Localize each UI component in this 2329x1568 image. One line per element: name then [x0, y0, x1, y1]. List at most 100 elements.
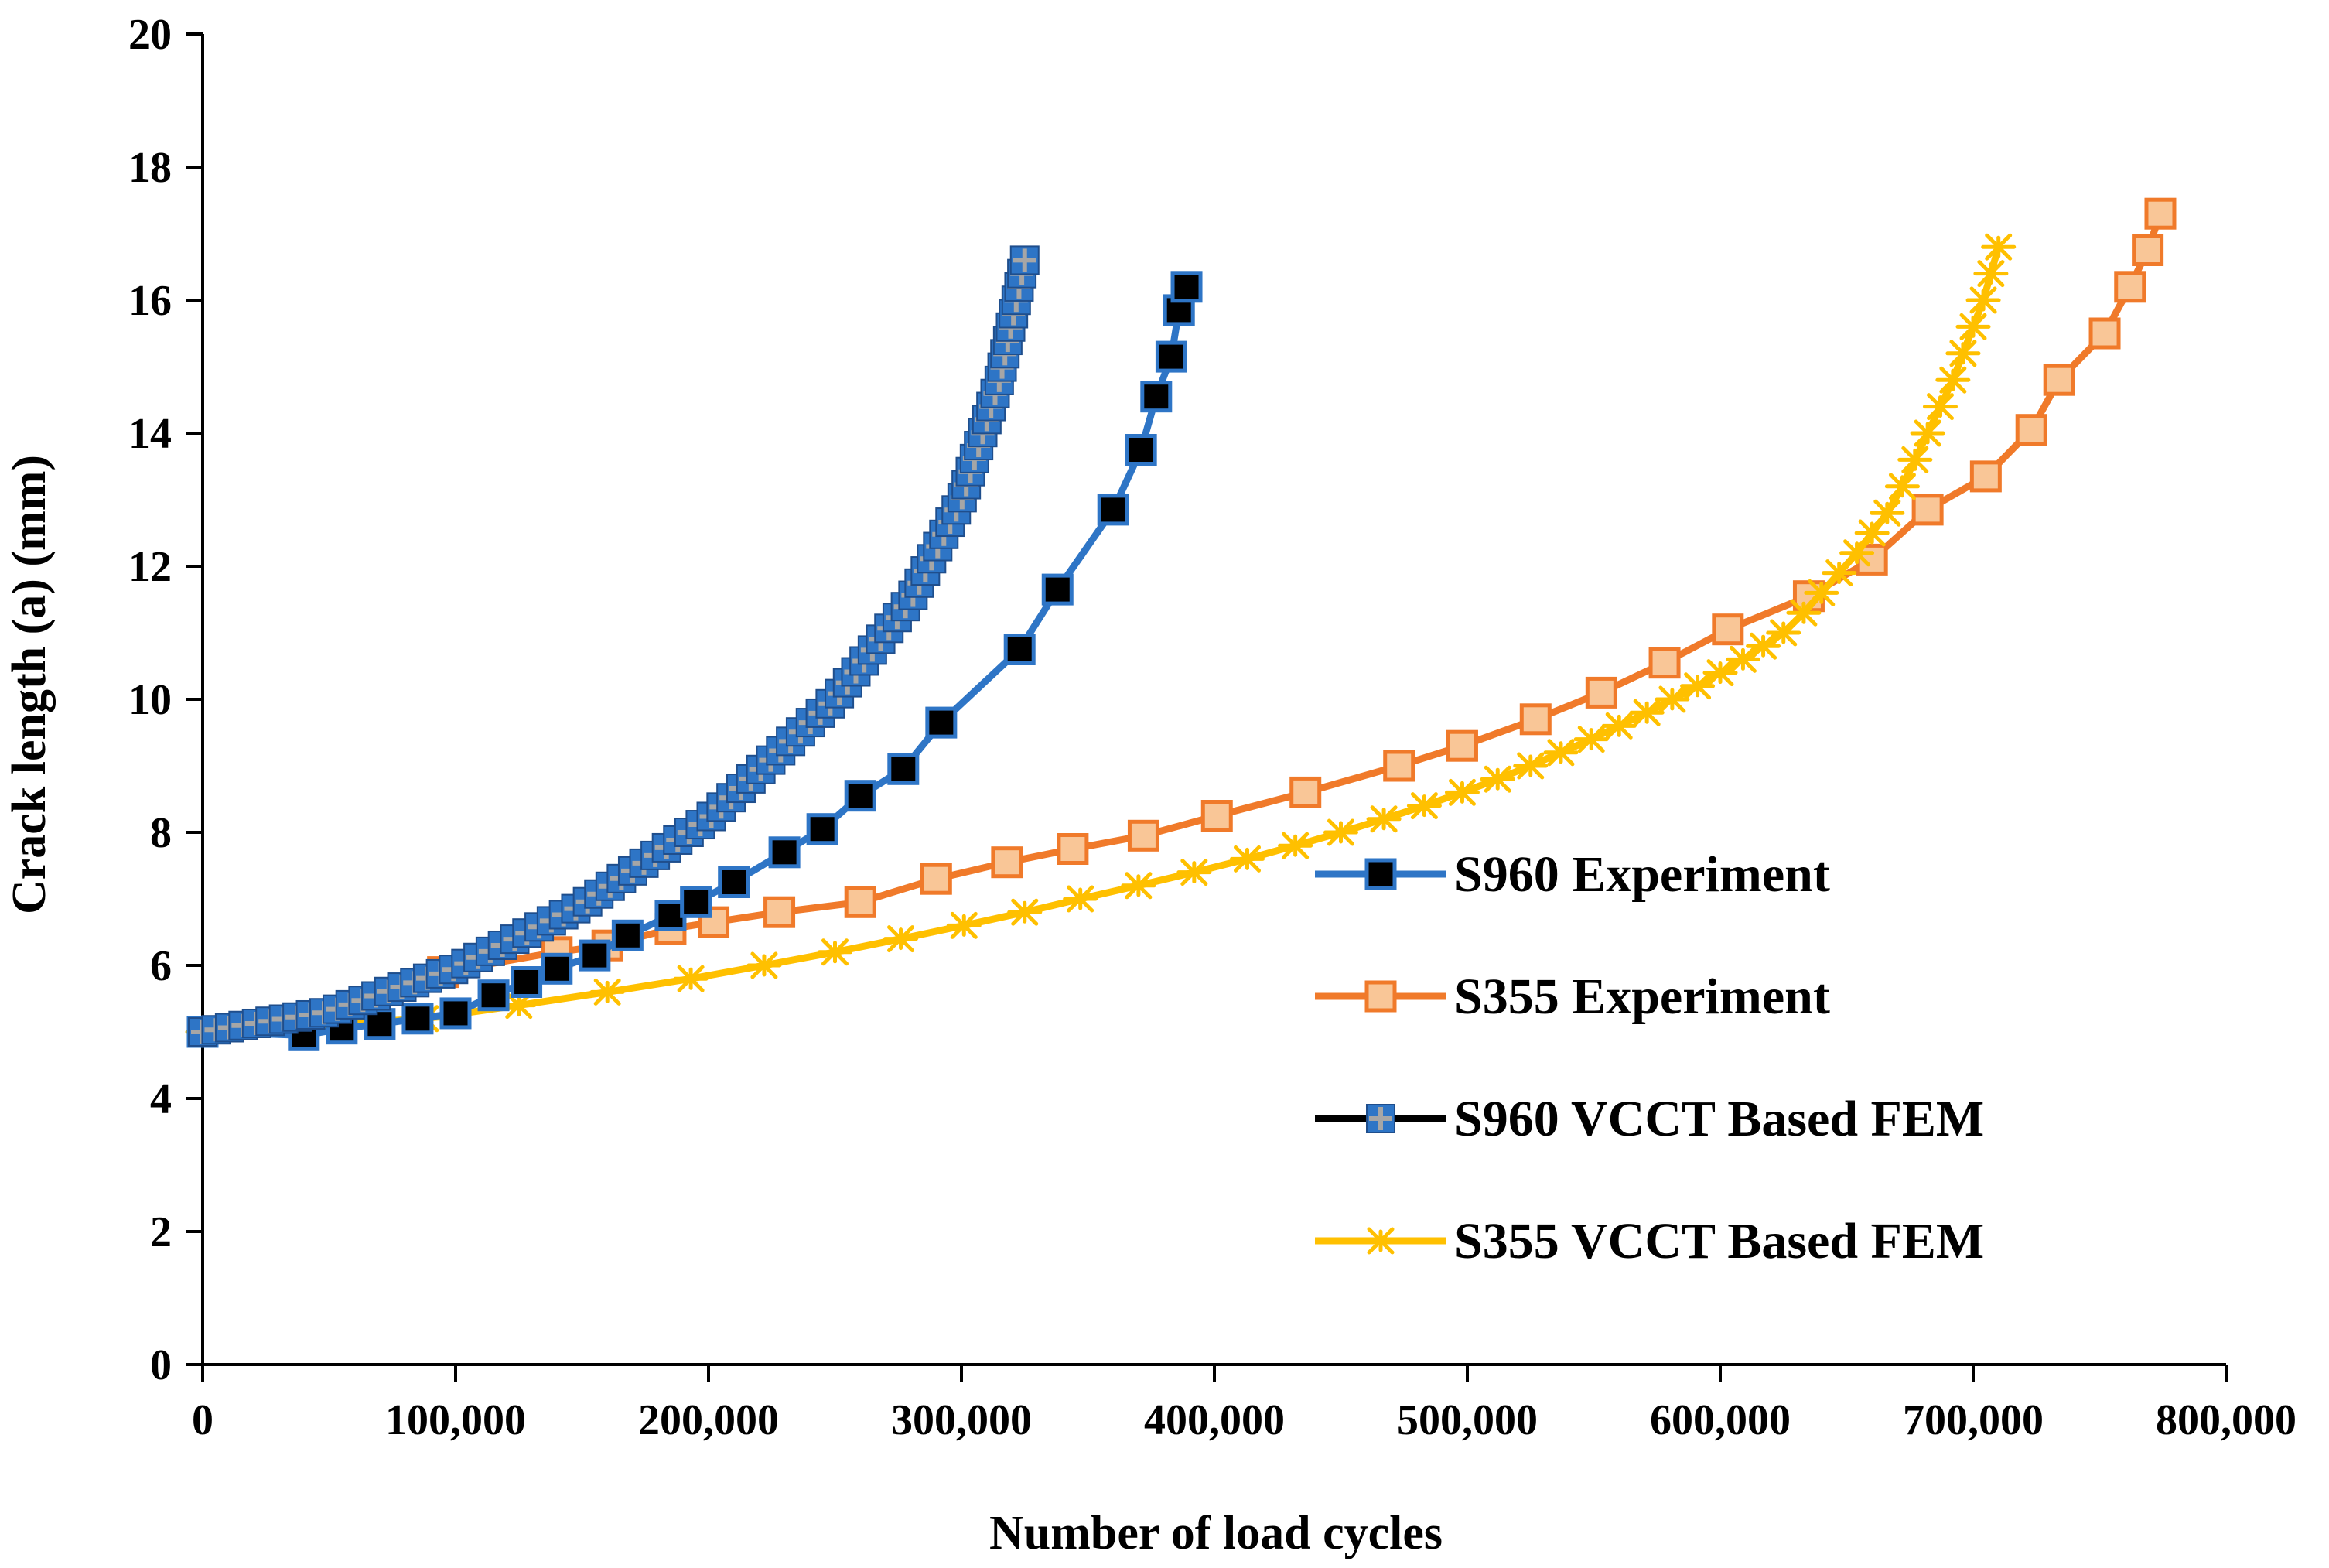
data-point-marker	[1140, 381, 1173, 413]
y-tick-label: 18	[128, 144, 172, 192]
data-point-marker	[1480, 765, 1515, 793]
data-point-marker	[1121, 872, 1156, 900]
data-point-marker	[1278, 832, 1313, 859]
data-point-marker	[1935, 366, 1971, 394]
data-point-marker	[1981, 233, 2017, 261]
data-point-marker	[1366, 805, 1402, 833]
y-tick-label: 2	[150, 1208, 172, 1256]
series-layer	[185, 197, 2177, 1051]
data-point-marker	[2043, 364, 2075, 396]
data-point-marker	[2114, 271, 2146, 303]
data-point-marker	[1585, 676, 1617, 709]
data-point-marker	[1854, 519, 1890, 547]
data-point-marker	[1041, 573, 1074, 606]
y-tick-label: 16	[128, 277, 172, 325]
data-point-marker	[1573, 726, 1609, 753]
data-point-marker	[1973, 260, 2009, 288]
x-axis-ticks: 0 100,000 200,000 300,000 400,000 500,000 600,…	[192, 1365, 2297, 1444]
data-point-marker	[1629, 699, 1665, 726]
data-point-marker	[698, 906, 730, 938]
data-point-marker	[1176, 859, 1212, 886]
data-point-marker	[1648, 647, 1681, 679]
data-point-marker	[746, 951, 782, 979]
data-point-marker	[1363, 1227, 1398, 1255]
data-point-marker	[1097, 494, 1129, 526]
data-point-marker	[991, 846, 1023, 879]
data-point-marker	[1289, 776, 1322, 808]
data-point-marker	[844, 780, 876, 812]
data-point-marker	[1007, 898, 1043, 926]
data-point-marker	[887, 753, 920, 785]
series-s355-vcct-based-fem	[185, 233, 2017, 1046]
data-point-marker	[1063, 885, 1098, 913]
data-point-marker	[1804, 579, 1839, 606]
data-point-marker	[1965, 286, 2001, 314]
data-point-marker	[1712, 613, 1744, 646]
legend-entry: S960 Experiment	[1315, 846, 1830, 903]
data-point-marker	[1230, 845, 1265, 873]
data-point-marker	[1383, 750, 1415, 782]
data-point-marker	[1746, 632, 1781, 660]
legend-label: S960 VCCT Based FEM	[1454, 1091, 1984, 1147]
data-point-marker	[439, 997, 472, 1030]
data-point-marker	[1513, 752, 1549, 780]
series-s355-experiment	[186, 197, 2177, 1048]
data-point-marker	[1543, 739, 1579, 767]
data-point-marker	[1364, 980, 1397, 1013]
x-tick-label: 700,000	[1903, 1396, 2044, 1444]
data-point-marker	[1822, 559, 1857, 587]
data-point-marker	[1655, 685, 1690, 713]
x-tick-label: 500,000	[1397, 1396, 1538, 1444]
data-point-marker	[2132, 234, 2164, 266]
data-point-marker	[579, 939, 611, 972]
data-point-marker	[2144, 197, 2177, 230]
y-axis-ticks: 0 2 4 6 8 10 12 14 16 18 20	[128, 11, 203, 1389]
data-point-marker	[673, 965, 709, 992]
y-tick-label: 8	[150, 809, 172, 857]
series-s960-vcct-based-fem	[188, 245, 1040, 1047]
data-point-marker	[1945, 340, 1981, 367]
data-point-marker	[844, 886, 876, 918]
data-point-marker	[1969, 460, 2002, 493]
axes	[201, 34, 2226, 1366]
data-point-marker	[511, 966, 543, 998]
y-tick-label: 4	[150, 1075, 172, 1123]
legend-label: S355 VCCT Based FEM	[1454, 1213, 1984, 1269]
data-point-marker	[2015, 414, 2047, 446]
data-point-marker	[1601, 712, 1637, 740]
legend: S960 Experiment S355 Experiment S960 VCCT …	[1315, 846, 1984, 1269]
x-tick-label: 800,000	[2156, 1396, 2297, 1444]
data-point-marker	[1170, 271, 1203, 303]
data-point-marker	[1911, 494, 1944, 526]
data-point-marker	[1922, 393, 1958, 421]
series-line	[201, 212, 2164, 1036]
data-point-marker	[1366, 1104, 1395, 1133]
x-axis-title: Number of load cycles	[989, 1507, 1443, 1559]
data-point-marker	[2088, 317, 2121, 350]
y-tick-label: 6	[150, 942, 172, 990]
legend-entry: S355 VCCT Based FEM	[1315, 1213, 1984, 1269]
legend-label: S960 Experiment	[1454, 846, 1830, 903]
y-tick-label: 0	[150, 1341, 172, 1389]
y-axis-title: Crack length (a) (mm)	[3, 455, 56, 914]
data-point-marker	[1446, 729, 1478, 762]
data-point-marker	[541, 952, 573, 985]
data-point-marker	[1444, 778, 1480, 806]
data-point-marker	[611, 919, 644, 951]
data-point-marker	[1003, 634, 1036, 665]
data-point-marker	[1057, 833, 1089, 865]
data-point-marker	[401, 1003, 434, 1035]
y-tick-label: 14	[128, 410, 172, 458]
data-point-marker	[1839, 539, 1875, 567]
data-point-marker	[1200, 800, 1233, 832]
data-point-marker	[1910, 419, 1945, 447]
data-point-marker	[1364, 858, 1397, 890]
y-tick-label: 20	[128, 11, 172, 59]
data-point-marker	[1955, 313, 1991, 340]
data-point-marker	[1519, 703, 1552, 736]
series-line	[202, 259, 1029, 1036]
x-tick-label: 200,000	[638, 1396, 779, 1444]
y-tick-label: 12	[128, 543, 172, 591]
x-tick-label: 600,000	[1650, 1396, 1791, 1444]
